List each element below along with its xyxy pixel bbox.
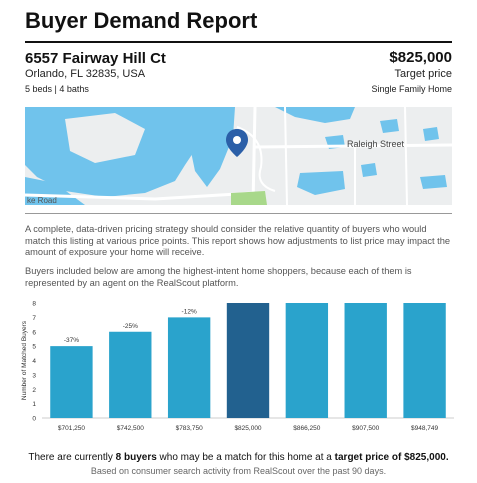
intro-paragraph: A complete, data-driven pricing strategy…	[25, 224, 451, 257]
bar	[50, 346, 93, 418]
property-city: Orlando, FL 32835, USA	[25, 68, 146, 80]
summary-footnote: Based on consumer search activity from R…	[90, 466, 387, 476]
y-tick-label: 1	[32, 401, 36, 408]
property-beds-baths: 5 beds | 4 baths	[25, 84, 89, 94]
target-price-label: Target price	[394, 68, 452, 80]
bar-data-label: -25%	[123, 323, 138, 330]
property-address: 6557 Fairway Hill Ct	[25, 50, 166, 67]
map-pin-icon[interactable]	[226, 129, 248, 157]
bar-data-label: -12%	[182, 308, 197, 315]
bar	[109, 331, 152, 418]
location-map[interactable]: Raleigh Street ke Road	[25, 107, 452, 205]
street-label: Raleigh Street	[347, 139, 405, 149]
map-canvas[interactable]: Raleigh Street ke Road	[25, 107, 452, 205]
road-label: ke Road	[27, 196, 57, 205]
bar	[167, 317, 211, 418]
property-type: Single Family Home	[371, 84, 452, 94]
x-tick-label: $948,749	[411, 425, 438, 432]
bar	[285, 303, 329, 418]
x-tick-label: $701,250	[58, 425, 85, 432]
x-tick-label: $783,750	[176, 425, 203, 432]
title-divider	[25, 41, 452, 43]
summary-target: target price of $825,000.	[334, 452, 449, 463]
chart-svg: 0 1 2 3 4 5 6 7 8 Number of Matched Buyers -37% $70…	[21, 301, 454, 432]
bar	[226, 303, 270, 418]
bar-data-label: -37%	[64, 337, 79, 344]
buyer-demand-chart: 0 1 2 3 4 5 6 7 8 Number of Matched Buyers -37% $70…	[18, 296, 460, 438]
bar	[344, 303, 387, 418]
summary-line: There are currently 8 buyers who may be …	[0, 452, 477, 463]
summary-prefix: There are currently	[28, 452, 116, 463]
y-tick-label: 2	[32, 387, 36, 394]
y-tick-label: 7	[32, 315, 36, 322]
y-tick-label: 3	[32, 372, 36, 379]
summary-middle: who may be a match for this home at a	[156, 452, 335, 463]
y-axis-label: Number of Matched Buyers	[21, 320, 28, 400]
bar	[403, 303, 446, 418]
target-price: $825,000	[389, 49, 452, 66]
buyers-paragraph: Buyers included below are among the high…	[25, 266, 412, 288]
y-tick-label: 8	[32, 301, 36, 308]
y-tick-label: 5	[32, 344, 36, 351]
section-divider	[25, 213, 452, 214]
x-tick-label: $742,500	[117, 425, 144, 432]
y-tick-label: 6	[32, 329, 36, 336]
x-tick-label: $907,500	[352, 425, 379, 432]
x-tick-label: $825,000	[234, 425, 261, 432]
y-tick-label: 0	[32, 416, 36, 423]
report-title: Buyer Demand Report	[25, 8, 258, 33]
x-tick-label: $866,250	[293, 425, 320, 432]
summary-buyers: 8 buyers	[115, 452, 157, 463]
y-tick-label: 4	[32, 358, 36, 365]
